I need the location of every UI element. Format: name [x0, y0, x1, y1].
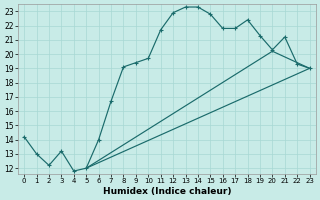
X-axis label: Humidex (Indice chaleur): Humidex (Indice chaleur): [103, 187, 231, 196]
